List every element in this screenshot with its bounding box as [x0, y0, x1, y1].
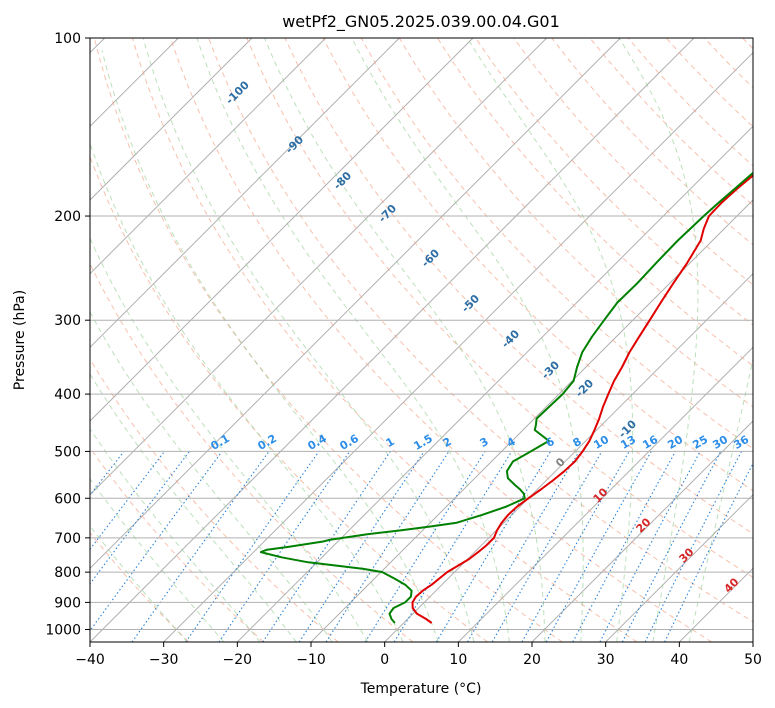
mixing-ratio-line: [298, 451, 425, 642]
dry-adiabat-line: [90, 531, 190, 642]
dry-adiabat-line: [90, 358, 339, 642]
isotherm-line: [236, 125, 753, 642]
y-tick-label: 900: [54, 595, 81, 611]
moist-adiabat-line: [618, 38, 699, 642]
mixing-ratio-line: [545, 451, 652, 642]
mixing-ratio-line: [131, 451, 270, 642]
isotherm-line: [90, 38, 474, 422]
x-tick-label: 30: [597, 652, 615, 668]
y-tick-label: 800: [54, 565, 81, 581]
moist-adiabat-line: [264, 38, 546, 642]
moist-adiabat-line: [142, 38, 475, 642]
x-tick-label: 40: [670, 652, 688, 668]
chart-title: wetPf2_GN05.2025.039.00.04.G01: [282, 12, 560, 32]
y-tick-label: 700: [54, 531, 81, 547]
y-tick-label: 600: [54, 491, 81, 507]
dewpoint-profile-line: [259, 171, 753, 624]
y-tick-label: 300: [54, 313, 81, 329]
mixing-ratio-line: [325, 451, 450, 642]
grid-layer: [90, 38, 753, 642]
x-tick-label: −40: [75, 652, 105, 668]
dry-adiabat-line: [246, 38, 753, 578]
dry-adiabat-line: [90, 446, 264, 642]
mixing-ratio-line: [90, 451, 190, 585]
moist-adiabat-line: [351, 38, 584, 642]
axis-layer: −40 −30 −20 −10 0 10 20 30 40 50 100 200 300 400 500 60…: [45, 31, 762, 668]
moist-adiabat-line: [101, 50, 439, 642]
dry-adiabat-line: [90, 262, 414, 642]
x-tick-label: −10: [296, 652, 326, 668]
isotherm-line: [90, 38, 400, 349]
y-tick-label: 100: [54, 31, 81, 47]
mixing-ratio-line: [572, 451, 676, 642]
moist-adiabat-line: [90, 141, 404, 642]
mixing-ratio-line: [644, 451, 742, 642]
x-axis-title: Temperature (°C): [360, 681, 482, 697]
moist-adiabat-line: [90, 311, 333, 642]
mixing-ratio-line: [393, 451, 513, 642]
mixing-ratio-line: [185, 451, 320, 642]
x-tick-label: −20: [223, 652, 253, 668]
mixing-ratio-line: [218, 451, 351, 642]
temperature-profile-line: [411, 174, 753, 624]
dry-adiabat-line: [93, 38, 563, 642]
isotherm-line: [163, 51, 753, 642]
mixing-ratio-line: [664, 462, 753, 642]
moist-adiabat-line: [90, 373, 297, 642]
x-tick-label: 20: [523, 652, 541, 668]
x-tick-label: 50: [744, 652, 762, 668]
dry-adiabat-line: [360, 38, 753, 450]
isotherm-line: [384, 272, 753, 642]
dry-adiabat-line: [513, 38, 753, 286]
dry-adiabat-line: [208, 38, 753, 623]
moist-adiabat-line: [90, 478, 225, 642]
y-tick-label: 400: [54, 387, 81, 403]
moist-adiabat-line: [196, 38, 510, 642]
moist-adiabat-line: [466, 38, 634, 642]
dry-adiabat-line: [170, 38, 712, 642]
plot-frame: [89, 37, 754, 643]
y-tick-label: 500: [54, 444, 81, 460]
moist-adiabat-line: [90, 237, 369, 642]
y-axis-title: Pressure (hPa): [12, 290, 28, 390]
isotherm-line: [90, 38, 327, 275]
mixing-ratio-line: [90, 451, 223, 632]
y-tick-label: 1000: [45, 622, 81, 638]
mixing-ratio-line: [90, 451, 165, 551]
x-tick-label: −30: [149, 652, 179, 668]
isotherm-line: [531, 420, 753, 642]
mixing-ratio-line: [262, 451, 391, 642]
isotherm-line: [457, 346, 753, 642]
x-tick-label: 10: [449, 652, 467, 668]
moist-adiabat-line: [90, 525, 188, 642]
mixing-ratio-line: [521, 451, 630, 642]
x-tick-label: 0: [380, 652, 389, 668]
dry-adiabat-line: [131, 38, 638, 642]
moist-adiabat-line: [688, 356, 753, 642]
mixing-ratio-line: [621, 451, 722, 642]
isotherm-line: [605, 493, 753, 642]
dry-adiabat-line: [90, 155, 488, 642]
y-tick-label: 200: [54, 209, 81, 225]
dry-adiabat-line: [398, 38, 753, 408]
isotherm-line: [90, 38, 621, 570]
isotherm-line: [90, 38, 695, 642]
isotherm-line: [90, 38, 548, 496]
moist-adiabat-line: [90, 427, 261, 642]
series-layer: [259, 171, 753, 624]
isotherm-line: [90, 38, 253, 201]
